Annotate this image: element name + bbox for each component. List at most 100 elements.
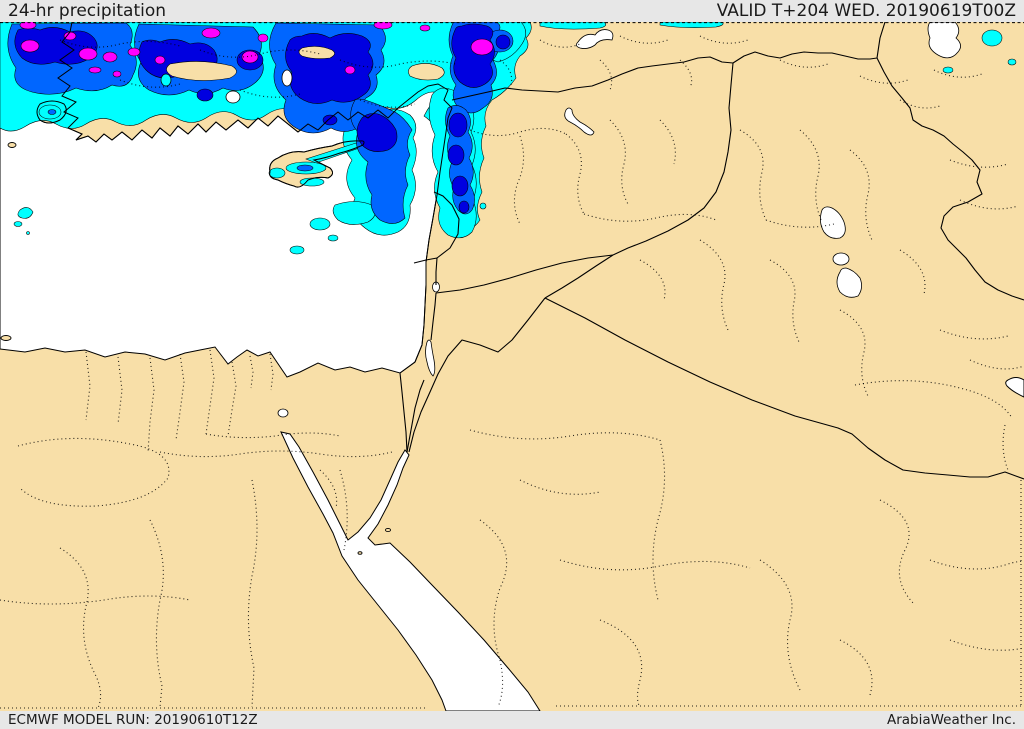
border-israel-egypt xyxy=(399,372,408,453)
admin-border xyxy=(147,357,155,453)
admin-border xyxy=(799,129,823,223)
admin-border xyxy=(854,380,1013,419)
lake-van-urmia xyxy=(927,22,961,59)
precip-heavy-core xyxy=(322,114,338,126)
admin-border xyxy=(652,439,666,601)
crete-tip-island xyxy=(0,335,12,341)
lake-assad xyxy=(564,107,595,136)
border-israel-jordan-south xyxy=(406,379,425,453)
precip-light-sea-blob xyxy=(309,217,331,231)
branding-label: ArabiaWeather Inc. xyxy=(886,712,1016,728)
precip-heavy-levant-core xyxy=(458,200,470,214)
admin-border xyxy=(759,559,801,691)
precip-heavy-core xyxy=(285,33,374,104)
lake-habbaniyah xyxy=(832,252,850,266)
land-gap xyxy=(408,63,445,81)
admin-border xyxy=(227,361,237,437)
precip-light-cyprus-west xyxy=(268,167,286,179)
page-title: 24-hr precipitation xyxy=(8,1,167,21)
red-sea-island xyxy=(357,551,363,555)
land-gap xyxy=(166,61,237,81)
admin-border xyxy=(609,119,629,205)
precip-extreme-core xyxy=(63,31,77,41)
precip-light-sea-blob xyxy=(327,234,339,242)
admin-border xyxy=(949,639,1024,651)
precip-heavy-core xyxy=(451,23,495,88)
admin-border xyxy=(249,355,254,389)
admin-border xyxy=(499,59,513,89)
precip-light-west-blob xyxy=(17,207,34,219)
admin-border xyxy=(779,59,829,68)
admin-border xyxy=(339,469,348,551)
precip-extreme-core xyxy=(241,50,259,64)
admin-border xyxy=(929,559,1024,570)
border-syria-iraq xyxy=(612,62,734,256)
border-lebanon-syria xyxy=(433,191,460,259)
precip-light-speck xyxy=(26,231,30,235)
cyprus-outline xyxy=(269,140,365,188)
lake-tharthar xyxy=(820,206,846,239)
precip-extreme-core xyxy=(373,22,393,30)
admin-border xyxy=(199,49,321,58)
turkey-levant-coastline xyxy=(57,22,453,374)
admin-border xyxy=(839,309,869,397)
precip-extreme-core xyxy=(19,22,37,30)
admin-border xyxy=(319,469,338,509)
border-turkey-syria-iraq xyxy=(451,51,878,101)
precip-heavy-levant-core xyxy=(447,144,465,166)
precip-light-top-strip xyxy=(539,22,607,30)
tiran-island xyxy=(385,527,391,533)
precip-extreme-core xyxy=(20,39,40,53)
admin-border-layer xyxy=(0,35,1024,709)
precip-moderate-cyprus xyxy=(296,164,314,172)
land-base xyxy=(0,22,1024,711)
precip-extreme-core xyxy=(154,55,166,65)
admin-border xyxy=(0,595,191,605)
border-iran-iraq xyxy=(876,57,1024,301)
precip-light-sea-blob xyxy=(332,201,376,225)
precip-extreme-core xyxy=(419,24,431,32)
border-syria-jordan xyxy=(435,254,614,294)
precip-light-cyprus-south xyxy=(299,177,325,187)
model-run-label: ECMWF MODEL RUN: 20190610T12Z xyxy=(8,712,258,728)
precip-heavy-core xyxy=(196,88,214,102)
admin-border xyxy=(159,450,393,458)
precip-extreme-core xyxy=(470,38,494,56)
admin-border xyxy=(739,129,767,221)
border-iraq-saudi xyxy=(544,297,1024,480)
rhodes-outline xyxy=(36,100,67,124)
border-israel-jordan-north xyxy=(430,292,437,341)
aegean-island xyxy=(7,142,17,148)
admin-border xyxy=(599,619,643,708)
precip-extreme-core xyxy=(201,27,221,39)
admin-border xyxy=(59,547,102,709)
border-jordan-iraq xyxy=(544,254,614,299)
precip-light-speck xyxy=(942,66,954,74)
coastline-layer xyxy=(36,22,453,374)
precip-heavy-core xyxy=(14,27,98,65)
admin-border xyxy=(479,519,508,708)
admin-border xyxy=(175,353,185,441)
border-turkey-iran xyxy=(876,22,886,59)
admin-border xyxy=(839,639,873,696)
admin-border xyxy=(469,429,661,441)
bitter-lake xyxy=(277,408,289,418)
persian-gulf-tip xyxy=(1005,377,1024,398)
footer-bar: ECMWF MODEL RUN: 20190610T12Z ArabiaWeat… xyxy=(0,711,1024,729)
precip-extreme-core xyxy=(78,47,98,61)
precip-light-top-strip xyxy=(659,22,724,28)
lake-egirdir xyxy=(160,73,172,87)
precip-heavy-sea-core xyxy=(356,113,398,152)
lake-razzaza xyxy=(836,267,862,298)
valid-time-label: VALID T+204 WED. 20190619T00Z xyxy=(716,1,1016,21)
precip-light-blob-east xyxy=(981,29,1003,47)
precip-light-sea-blob xyxy=(289,245,305,255)
border-jordan-saudi xyxy=(408,297,546,453)
country-border-layer xyxy=(399,22,1024,480)
precip-extreme-core xyxy=(344,65,356,75)
admin-border xyxy=(565,133,585,215)
precip-extreme-core xyxy=(257,33,269,43)
admin-border xyxy=(269,353,274,391)
lake-beysehir xyxy=(225,90,241,104)
